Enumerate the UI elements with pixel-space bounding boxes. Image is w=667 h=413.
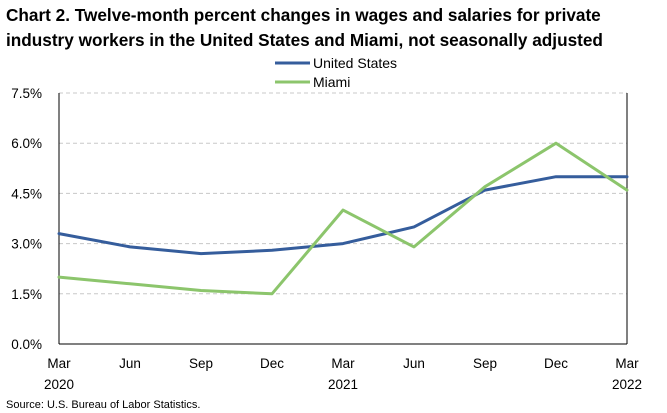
y-axis-ticks: 0.0% 1.5% 3.0% 4.5% 6.0% 7.5% xyxy=(11,86,42,352)
source-note: Source: U.S. Bureau of Labor Statistics. xyxy=(6,399,201,411)
x-tick-year-0: 2020 xyxy=(44,377,74,392)
series-line-united-states xyxy=(57,175,629,256)
x-tick-label-1: Jun xyxy=(119,356,141,371)
axes xyxy=(58,93,628,345)
gridlines xyxy=(59,92,627,295)
chart-title-line-1: Chart 2. Twelve-month percent changes in… xyxy=(6,5,601,25)
chart-title-line-2: industry workers in the United States an… xyxy=(6,30,603,50)
series-line-miami xyxy=(57,141,629,296)
y-tick-label-4: 6.0% xyxy=(11,136,42,151)
x-tick-label-3: Dec xyxy=(260,356,284,371)
chart-title: Chart 2. Twelve-month percent changes in… xyxy=(6,3,661,53)
x-tick-label-7: Dec xyxy=(544,356,568,371)
legend-label-0: United States xyxy=(313,55,397,71)
y-tick-label-5: 7.5% xyxy=(11,86,42,101)
x-tick-label-4: Mar xyxy=(331,356,355,371)
x-tick-year-8: 2022 xyxy=(612,377,642,392)
y-tick-label-3: 4.5% xyxy=(11,186,42,201)
x-tick-label-8: Mar xyxy=(615,356,639,371)
y-tick-label-2: 3.0% xyxy=(11,237,42,252)
y-tick-label-1: 1.5% xyxy=(11,287,42,302)
x-tick-label-6: Sep xyxy=(473,356,497,371)
chart-legend: United States Miami xyxy=(275,55,397,90)
x-axis-ticks: Mar 2020 Jun Sep Dec Mar 2021 Jun Sep Dec Mar 2022 xyxy=(44,356,642,392)
x-tick-year-4: 2021 xyxy=(328,377,358,392)
x-tick-label-5: Jun xyxy=(403,356,425,371)
series-lines xyxy=(57,141,629,296)
x-tick-label-0: Mar xyxy=(47,356,71,371)
x-tick-label-2: Sep xyxy=(189,356,213,371)
y-tick-label-0: 0.0% xyxy=(11,337,42,352)
legend-label-1: Miami xyxy=(313,74,350,90)
